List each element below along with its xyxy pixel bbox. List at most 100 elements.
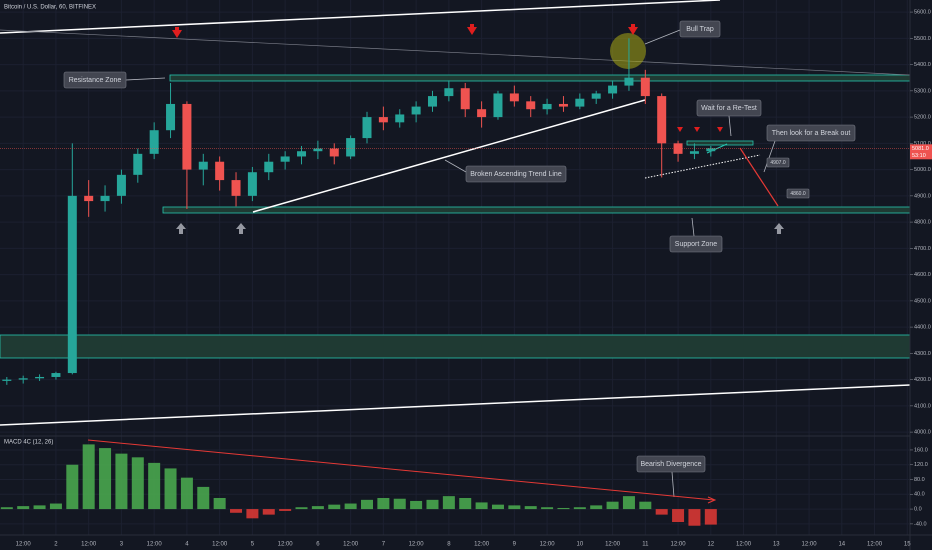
y-tick-label: 4900.0 bbox=[914, 193, 931, 199]
callout: Wait for a Re-Test bbox=[696, 99, 762, 137]
resistance-zone bbox=[169, 74, 911, 82]
macd-bar bbox=[180, 477, 193, 510]
channel-top bbox=[0, 0, 721, 34]
macd-bar bbox=[164, 468, 177, 510]
candle-body bbox=[2, 379, 12, 381]
macd-bar bbox=[639, 501, 652, 510]
down-arrow bbox=[717, 127, 723, 132]
macd-bar bbox=[442, 496, 455, 510]
candle-body bbox=[362, 117, 372, 139]
macd-bar bbox=[197, 486, 210, 510]
x-tick-label: 12:00 bbox=[81, 542, 97, 548]
callout: Resistance Zone bbox=[63, 71, 166, 89]
x-tick-label: 12:00 bbox=[540, 542, 556, 548]
callout: Support Zone bbox=[669, 217, 723, 253]
candle-body bbox=[640, 77, 650, 97]
macd-bar bbox=[213, 497, 226, 510]
down-arrow bbox=[467, 24, 477, 35]
x-tick-label: 4 bbox=[185, 542, 189, 548]
candle-body bbox=[493, 93, 503, 118]
y-tick-label: 5000.0 bbox=[914, 167, 931, 173]
x-tick-label: 12:00 bbox=[802, 542, 818, 548]
x-tick-label: 12:00 bbox=[671, 542, 687, 548]
candle-body bbox=[460, 88, 470, 110]
candle-body bbox=[624, 77, 634, 86]
macd-bar bbox=[131, 457, 144, 510]
chart-title: Bitcoin / U.S. Dollar, 60, BITFINEX bbox=[4, 5, 96, 11]
y-tick-label: 40.0 bbox=[914, 492, 925, 498]
macd-bar bbox=[590, 505, 603, 510]
x-tick-label: 12:00 bbox=[605, 542, 621, 548]
x-tick-label: 7 bbox=[382, 542, 386, 548]
macd-bar bbox=[246, 509, 259, 519]
macd-bar bbox=[491, 504, 504, 510]
y-tick-label: 4300.0 bbox=[914, 351, 931, 357]
macd-bar bbox=[377, 497, 390, 510]
y-tick-label: 4600.0 bbox=[914, 272, 931, 278]
up-arrow bbox=[176, 223, 186, 234]
y-tick-label: 5300.0 bbox=[914, 88, 931, 94]
x-tick-label: 15 bbox=[904, 542, 911, 548]
axes: 12:00 2 12:00 3 12:00 4 12:00 5 12:00 6 12:00 7 12:0… bbox=[16, 10, 932, 548]
y-tick-label: 5600.0 bbox=[914, 10, 931, 16]
x-tick-label: 12:00 bbox=[16, 542, 32, 548]
candle-body bbox=[329, 148, 339, 157]
x-tick-label: 12:00 bbox=[212, 542, 228, 548]
demand-zone bbox=[0, 334, 911, 359]
y-tick-label: 4800.0 bbox=[914, 220, 931, 226]
callout-text: Bearish Divergence bbox=[640, 461, 701, 468]
macd-bar bbox=[622, 496, 635, 510]
candle-body bbox=[411, 106, 421, 115]
last-price-label: 5081.0 bbox=[912, 146, 929, 152]
callout-text: Support Zone bbox=[675, 241, 718, 248]
candle-body bbox=[149, 130, 159, 154]
up-arrow bbox=[236, 223, 246, 234]
candle-body bbox=[67, 195, 77, 374]
y-tick-label: 4500.0 bbox=[914, 298, 931, 304]
macd-bar bbox=[541, 507, 554, 510]
candle-body bbox=[395, 114, 405, 123]
bull-trap-circle bbox=[610, 33, 646, 69]
up-arrow bbox=[774, 223, 784, 234]
macd-bar bbox=[688, 509, 701, 526]
candle-body bbox=[231, 180, 241, 196]
macd-bar bbox=[655, 509, 668, 515]
x-tick-label: 11 bbox=[642, 542, 649, 548]
y-tick-label: 5400.0 bbox=[914, 62, 931, 68]
candle-body bbox=[575, 98, 585, 107]
dotted-line bbox=[644, 154, 761, 179]
macd-bar bbox=[344, 503, 357, 510]
candle-body bbox=[657, 96, 667, 144]
macd-bar bbox=[295, 507, 308, 510]
macd-bar bbox=[230, 509, 243, 513]
divergence-arrowhead bbox=[707, 496, 717, 504]
up-arrows bbox=[176, 223, 784, 234]
macd-bar bbox=[393, 498, 406, 510]
candle-body bbox=[591, 93, 601, 99]
price-tag-text: 4860.0 bbox=[790, 191, 806, 197]
candle-body bbox=[509, 93, 519, 102]
macd-bar bbox=[410, 500, 423, 510]
candle-body bbox=[689, 151, 699, 154]
y-tick-label: 5200.0 bbox=[914, 115, 931, 121]
callout: Broken Ascending Trend Line bbox=[444, 159, 567, 183]
candle-body bbox=[526, 101, 536, 110]
macd-bar bbox=[17, 506, 30, 510]
y-tick-label: 80.0 bbox=[914, 477, 925, 483]
macd-bar bbox=[148, 462, 161, 510]
macd-bar bbox=[115, 453, 128, 510]
x-tick-label: 12:00 bbox=[474, 542, 490, 548]
pane-title: MACD 4C (12, 26) bbox=[4, 440, 53, 446]
x-tick-label: 14 bbox=[838, 542, 845, 548]
y-tick-label: 4700.0 bbox=[914, 246, 931, 252]
x-tick-label: 13 bbox=[773, 542, 780, 548]
candles bbox=[0, 38, 910, 385]
red-arrows bbox=[172, 24, 723, 132]
retest-zone bbox=[686, 140, 754, 146]
macd-bar bbox=[508, 505, 521, 510]
callout: Then look for a Break out bbox=[763, 124, 856, 173]
y-tick-label: 160.0 bbox=[914, 447, 928, 453]
channel-bottom bbox=[0, 384, 911, 426]
macd-bar bbox=[279, 509, 292, 511]
